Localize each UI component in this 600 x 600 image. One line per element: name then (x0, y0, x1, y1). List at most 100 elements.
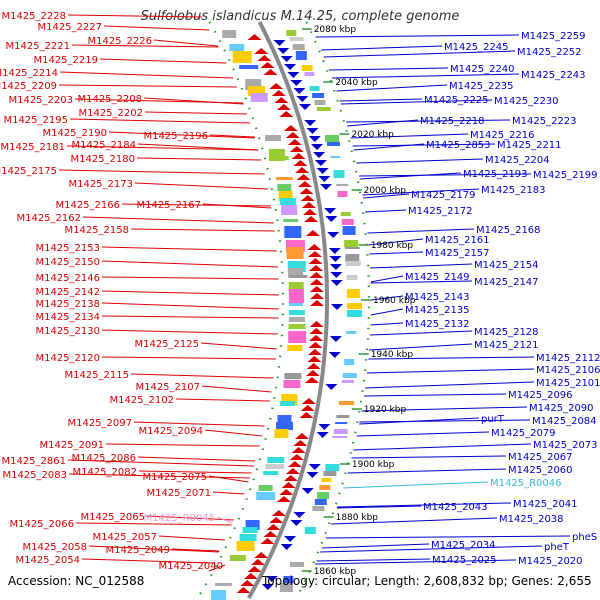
left-gene-label[interactable]: M1425_2102 (109, 395, 174, 406)
right-gene-label[interactable]: M1425_2025 (432, 555, 497, 566)
left-gene-label[interactable]: M1425_2162 (16, 213, 81, 224)
left-gene-label[interactable]: M1425_2228 (1, 11, 66, 22)
left-gene-label[interactable]: M1425_2153 (35, 243, 100, 254)
left-gene-label[interactable]: M1425_2221 (5, 41, 70, 52)
right-gene-label[interactable]: M1425_2060 (508, 465, 573, 476)
right-gene-label[interactable]: M1425_2168 (476, 225, 541, 236)
right-gene-label[interactable]: M1425_2218 (420, 116, 485, 127)
left-gene-label[interactable]: M1425_2142 (35, 287, 100, 298)
right-gene-label[interactable]: M1425_R0046 (490, 478, 561, 489)
right-gene-label[interactable]: M1425_2225 (424, 95, 489, 106)
right-gene-label[interactable]: M1425_2073 (533, 440, 598, 451)
left-gene-label[interactable]: M1425_2065 (80, 512, 145, 523)
right-gene-label[interactable]: M1425_2252 (517, 47, 582, 58)
right-gene-label[interactable]: M1425_2090 (529, 403, 594, 414)
right-gene-label[interactable]: M1425_2079 (491, 428, 556, 439)
right-gene-label[interactable]: M1425_2230 (494, 96, 559, 107)
left-gene-label[interactable]: M1425_2146 (35, 273, 100, 284)
left-gene-label[interactable]: M1425_R0045 (144, 513, 215, 524)
left-gene-label[interactable]: M1425_2115 (64, 370, 129, 381)
left-gene-label[interactable]: M1425_2134 (35, 312, 100, 323)
left-gene-label[interactable]: M1425_2071 (146, 488, 211, 499)
right-gene-label[interactable]: M1425_2101 (536, 378, 600, 389)
right-gene-label[interactable]: M1425_2034 (431, 540, 496, 551)
right-gene-label[interactable]: M1425_2183 (481, 185, 546, 196)
left-gene-label[interactable]: M1425_2180 (70, 154, 135, 165)
right-gene-label[interactable]: M1425_2038 (499, 514, 564, 525)
right-gene-label[interactable]: M1425_2235 (449, 81, 514, 92)
right-gene-label[interactable]: pheS (572, 532, 597, 543)
left-gene-label[interactable]: M1425_2173 (68, 179, 133, 190)
left-gene-label[interactable]: M1425_2138 (35, 299, 100, 310)
left-gene-label[interactable]: M1425_2226 (87, 36, 152, 47)
left-gene-label[interactable]: M1425_2091 (39, 440, 104, 451)
right-gene-label[interactable]: M1425_2041 (513, 499, 578, 510)
right-gene-label[interactable]: M1425_2147 (474, 277, 539, 288)
left-gene-label[interactable]: M1425_2097 (67, 418, 132, 429)
left-gene-label[interactable]: M1425_2054 (15, 555, 80, 566)
right-gene-label[interactable]: M1425_2106 (536, 365, 600, 376)
right-gene-label[interactable]: M1425_2179 (411, 190, 476, 201)
right-gene-label[interactable]: M1425_2193 (463, 169, 528, 180)
right-gene-label[interactable]: M1425_2223 (512, 116, 577, 127)
right-gene-label[interactable]: M1425_2135 (405, 305, 470, 316)
left-gene-label[interactable]: M1425_2066 (9, 519, 74, 530)
left-gene-label[interactable]: M1425_2107 (135, 382, 200, 393)
right-gene-label[interactable]: M1425_2172 (408, 206, 473, 217)
left-gene-label[interactable]: M1425_2175 (0, 166, 57, 177)
left-gene-label[interactable]: M1425_2158 (64, 225, 129, 236)
left-gene-label[interactable]: M1425_2086 (71, 453, 136, 464)
left-gene-label[interactable]: M1425_2202 (78, 108, 143, 119)
left-gene-label[interactable]: M1425_2040 (158, 561, 223, 572)
right-gene-label[interactable]: M1425_2143 (405, 292, 470, 303)
left-gene-label[interactable]: M1425_2125 (134, 339, 199, 350)
left-gene-label[interactable]: M1425_2181 (0, 142, 65, 153)
right-gene-label[interactable]: M1425_2043 (423, 502, 488, 513)
left-gene-label[interactable]: M1425_2167 (136, 200, 201, 211)
right-gene-label[interactable]: M1425_2259 (521, 31, 586, 42)
left-gene-label[interactable]: M1425_2208 (77, 94, 142, 105)
left-gene-label[interactable]: M1425_2195 (3, 115, 68, 126)
right-gene-label[interactable]: M1425_2121 (474, 340, 539, 351)
right-gene-label[interactable]: M1425_2084 (532, 416, 597, 427)
left-gene-label[interactable]: M1425_2057 (92, 532, 157, 543)
left-gene-label[interactable]: M1425_2190 (42, 128, 107, 139)
right-gene-label[interactable]: purT (481, 414, 505, 425)
left-gene-label[interactable]: M1425_2214 (0, 68, 58, 79)
right-gene-label[interactable]: M1425_2211 (497, 140, 562, 151)
right-gene-label[interactable]: M1425_2112 (536, 353, 600, 364)
right-gene-label[interactable]: M1425_2096 (508, 390, 573, 401)
right-gene-label[interactable]: M1425_2149 (405, 272, 470, 283)
right-gene-label[interactable]: M1425_2154 (474, 260, 539, 271)
left-gene-label[interactable]: M1425_2166 (55, 200, 120, 211)
right-gene-label[interactable]: M1425_2853 (426, 140, 491, 151)
left-gene-label[interactable]: M1425_2075 (142, 472, 207, 483)
right-gene-label[interactable]: M1425_2128 (474, 327, 539, 338)
left-gene-label[interactable]: M1425_2058 (22, 542, 87, 553)
left-gene-label[interactable]: M1425_2227 (37, 22, 102, 33)
right-gene-label[interactable]: M1425_2067 (508, 452, 573, 463)
left-gene-label[interactable]: M1425_2082 (72, 467, 137, 478)
left-gene-label[interactable]: M1425_2196 (143, 131, 208, 142)
right-gene-label[interactable]: pheT (544, 542, 570, 553)
right-gene-label[interactable]: M1425_2204 (485, 155, 550, 166)
left-gene-label[interactable]: M1425_2049 (105, 545, 170, 556)
left-gene-label[interactable]: M1425_2184 (71, 140, 136, 151)
left-gene-label[interactable]: M1425_2083 (2, 470, 67, 481)
right-gene-label[interactable]: M1425_2161 (425, 235, 490, 246)
right-gene-label[interactable]: M1425_2199 (533, 170, 598, 181)
right-gene-label[interactable]: M1425_2216 (470, 130, 535, 141)
left-gene-label[interactable]: M1425_2219 (33, 55, 98, 66)
right-gene-label[interactable]: M1425_2245 (444, 42, 509, 53)
right-gene-label[interactable]: M1425_2020 (518, 556, 583, 567)
right-gene-label[interactable]: M1425_2132 (405, 319, 470, 330)
right-gene-label[interactable]: M1425_2240 (450, 64, 515, 75)
left-gene-label[interactable]: M1425_2130 (35, 326, 100, 337)
left-gene-label[interactable]: M1425_2150 (35, 257, 100, 268)
right-gene-label[interactable]: M1425_2243 (521, 70, 586, 81)
left-gene-label[interactable]: M1425_2094 (138, 426, 203, 437)
left-gene-label[interactable]: M1425_2203 (8, 95, 73, 106)
left-gene-label[interactable]: M1425_2861 (1, 456, 66, 467)
left-gene-label[interactable]: M1425_2209 (0, 81, 57, 92)
right-gene-label[interactable]: M1425_2157 (425, 248, 490, 259)
